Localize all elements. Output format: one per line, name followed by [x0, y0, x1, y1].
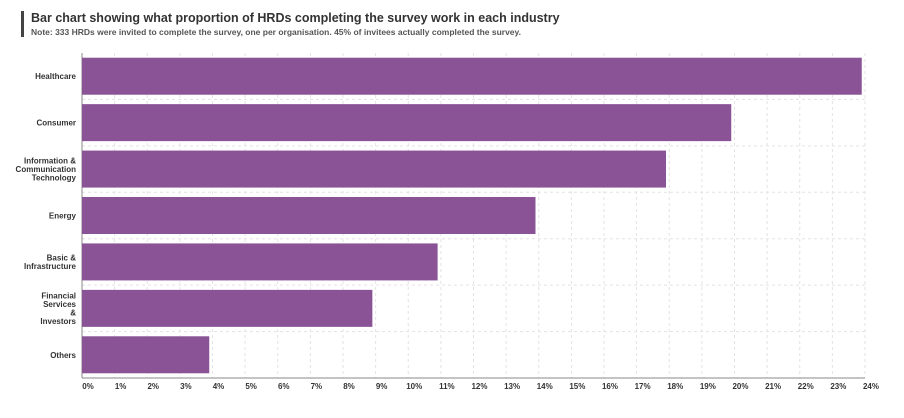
x-tick-label: 10% [406, 382, 422, 391]
x-tick-label: 12% [471, 382, 487, 391]
bar-3 [82, 197, 536, 234]
category-label: Information & Communication Technology [16, 157, 77, 183]
x-tick-label: 7% [311, 382, 323, 391]
x-tick-label: 21% [765, 382, 781, 391]
x-tick-label: 4% [213, 382, 225, 391]
x-tick-label: 20% [732, 382, 748, 391]
x-tick-label: 16% [602, 382, 618, 391]
chart-subtitle: Note: 333 HRDs were invited to complete … [31, 27, 521, 37]
category-label: Basic & Infrastructure [24, 254, 77, 272]
x-tick-label: 2% [147, 382, 159, 391]
bar-2 [82, 150, 666, 188]
bar-4 [82, 243, 438, 281]
x-tick-label: 18% [667, 382, 683, 391]
x-tick-label: 11% [439, 382, 455, 391]
x-tick-label: 9% [376, 382, 388, 391]
x-tick-label: 22% [798, 382, 814, 391]
category-label: Healthcare [35, 72, 76, 81]
category-label: Financial Services & Investors [40, 292, 76, 327]
title-accent-bar [21, 11, 24, 37]
bar-1 [82, 104, 732, 142]
category-label: Energy [49, 212, 77, 221]
x-tick-label: 6% [278, 382, 290, 391]
x-tick-label: 13% [504, 382, 520, 391]
x-tick-label: 17% [635, 382, 651, 391]
bar-5 [82, 289, 373, 327]
x-tick-label: 24% [863, 382, 879, 391]
x-tick-label: 0% [82, 382, 94, 391]
category-label: Others [50, 351, 76, 360]
bar-6 [82, 336, 210, 374]
x-tick-label: 19% [700, 382, 716, 391]
x-tick-label: 1% [115, 382, 127, 391]
x-tick-label: 3% [180, 382, 192, 391]
x-tick-label: 15% [569, 382, 585, 391]
x-tick-label: 23% [830, 382, 846, 391]
x-tick-label: 8% [343, 382, 355, 391]
category-label: Consumer [36, 119, 76, 128]
x-tick-label: 5% [245, 382, 257, 391]
x-tick-label: 14% [537, 382, 553, 391]
chart-title: Bar chart showing what proportion of HRD… [31, 11, 560, 25]
bar-0 [82, 57, 862, 95]
